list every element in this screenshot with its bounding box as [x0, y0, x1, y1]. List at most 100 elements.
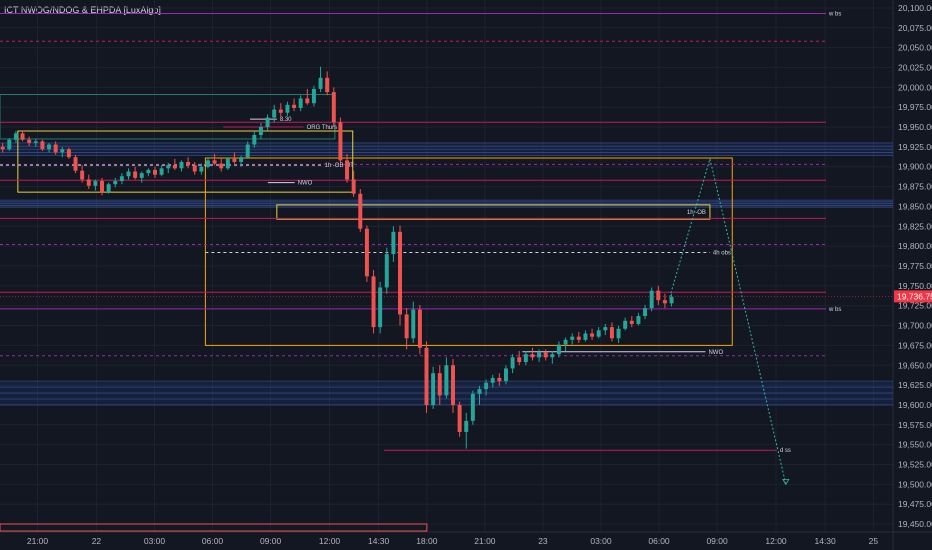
candle-body — [417, 309, 422, 348]
box-label: 1h -OB — [687, 210, 706, 216]
candle-body — [86, 179, 91, 186]
candle-body — [27, 139, 32, 143]
y-tick-label: 20,025.00 — [898, 62, 932, 72]
candle-body — [550, 354, 555, 358]
y-tick-label: 19,525.00 — [898, 460, 932, 470]
candle-body — [40, 141, 45, 150]
y-tick-label: 20,000.00 — [898, 82, 932, 92]
candle-body — [153, 169, 157, 175]
candle-body — [470, 393, 475, 421]
candle-body — [537, 352, 542, 358]
candle-body — [60, 149, 65, 153]
x-tick-label: 03:00 — [144, 536, 166, 546]
order-block-box — [17, 130, 354, 193]
candle-body — [345, 160, 350, 180]
candle-body — [431, 373, 436, 405]
x-tick-label: 22 — [92, 536, 102, 546]
candle-body — [159, 168, 164, 175]
order-block-box — [204, 157, 733, 346]
y-tick-label: 19,900.00 — [898, 162, 932, 172]
x-tick-label: 12:00 — [765, 536, 787, 546]
last-price-badge — [894, 290, 932, 303]
candle-body — [477, 389, 482, 394]
level-label: 1h -OB MT — [324, 163, 354, 169]
projection-arrow — [782, 478, 790, 486]
y-tick-label: 19,725.00 — [898, 301, 932, 311]
candle-body — [411, 309, 416, 339]
x-tick-label: 12:00 — [319, 536, 341, 546]
x-tick-label: 09:00 — [706, 536, 728, 546]
y-tick-label: 19,550.00 — [898, 440, 932, 450]
candle-body — [503, 368, 508, 382]
level-label: 8.30 — [280, 117, 292, 123]
candle-body — [292, 104, 297, 108]
candle-body — [311, 88, 316, 104]
candle-body — [113, 181, 118, 185]
y-tick-label: 19,650.00 — [898, 360, 932, 370]
fvg-zone — [0, 142, 893, 156]
y-tick-label: 19,625.00 — [898, 380, 932, 390]
candle-body — [199, 166, 204, 172]
candle-body — [13, 133, 18, 140]
candle-body — [636, 316, 641, 324]
y-tick-label: 19,450.00 — [898, 519, 932, 529]
candle-body — [331, 92, 336, 123]
candle-body — [457, 404, 462, 432]
candle-body — [80, 170, 85, 180]
candle-body — [318, 77, 323, 89]
y-tick-label: 19,825.00 — [898, 221, 932, 231]
y-tick-label: 19,575.00 — [898, 420, 932, 430]
candle-body — [437, 373, 442, 396]
candle-body — [556, 344, 561, 355]
candle-body — [7, 139, 12, 150]
candle-body — [33, 141, 38, 143]
x-tick-label: 14:30 — [368, 536, 390, 546]
x-tick-label: 25 — [869, 536, 879, 546]
candle-body — [239, 157, 244, 162]
candle-body — [603, 327, 608, 331]
candle-body — [252, 134, 257, 145]
level-label: w bs — [828, 307, 841, 313]
candle-body — [662, 300, 667, 304]
candle-body — [126, 171, 131, 177]
candle-body — [278, 109, 283, 113]
candle-body — [523, 354, 528, 363]
candle-body — [166, 165, 171, 169]
x-tick-label: 09:00 — [260, 536, 282, 546]
candle-body — [232, 158, 237, 162]
candle-body — [186, 161, 191, 166]
candle-body — [643, 308, 648, 317]
candle-body — [325, 77, 330, 93]
y-tick-label: 19,675.00 — [898, 340, 932, 350]
candle-body — [305, 98, 310, 104]
candle-body — [543, 352, 548, 358]
y-tick-label: 19,775.00 — [898, 261, 932, 271]
candle-body — [424, 347, 429, 405]
candle-body — [106, 184, 111, 193]
candle-body — [66, 149, 71, 158]
candle-body — [629, 320, 634, 324]
candle-body — [530, 354, 535, 358]
candle-body — [245, 144, 250, 158]
candle-body — [265, 117, 270, 128]
y-tick-label: 20,050.00 — [898, 43, 932, 53]
candle-body — [490, 377, 495, 383]
candle-body — [563, 339, 568, 345]
candle-body — [371, 276, 376, 328]
candle-body — [258, 127, 263, 135]
candle-body — [119, 176, 124, 182]
candle-body — [510, 357, 515, 369]
candle-body — [616, 328, 621, 339]
candle-body — [192, 165, 197, 172]
y-tick-label: 20,075.00 — [898, 23, 932, 33]
x-tick-label: 23 — [538, 536, 548, 546]
fvg-zone — [0, 200, 893, 208]
y-tick-label: 19,925.00 — [898, 142, 932, 152]
candle-body — [358, 193, 363, 229]
level-label: w bs — [828, 11, 841, 17]
candle-body — [364, 228, 369, 277]
level-label: ORG Thurs — [307, 125, 338, 131]
y-tick-label: 19,750.00 — [898, 281, 932, 291]
y-tick-label: 19,875.00 — [898, 182, 932, 192]
